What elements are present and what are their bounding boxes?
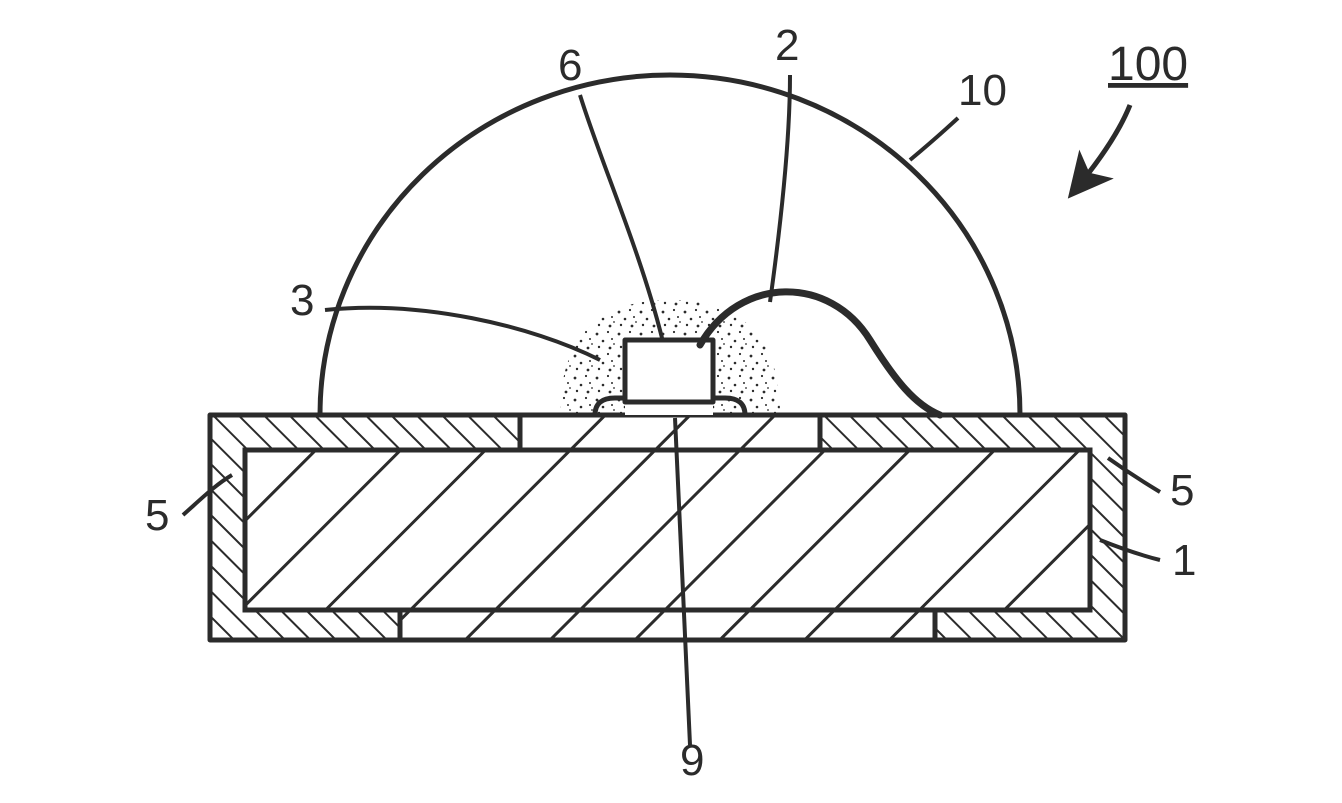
label-electrode-left: 5 <box>145 491 169 540</box>
label-chip: 6 <box>558 41 582 90</box>
label-substrate: 1 <box>1172 536 1196 585</box>
label-die-attach: 9 <box>680 736 704 785</box>
led-chip <box>625 340 713 402</box>
label-lens: 10 <box>958 66 1007 115</box>
substrate-bottom-exposed <box>400 610 935 640</box>
assembly-ref <box>1075 105 1130 190</box>
substrate-body <box>245 450 1090 610</box>
label-bond-wire: 2 <box>775 21 799 70</box>
label-phosphor: 3 <box>290 276 314 325</box>
diagram-canvas: 100 10 6 2 3 9 5 5 1 <box>0 0 1342 803</box>
label-electrode-right: 5 <box>1170 466 1194 515</box>
label-assembly: 100 <box>1108 38 1188 91</box>
substrate-top-exposed <box>520 415 820 450</box>
